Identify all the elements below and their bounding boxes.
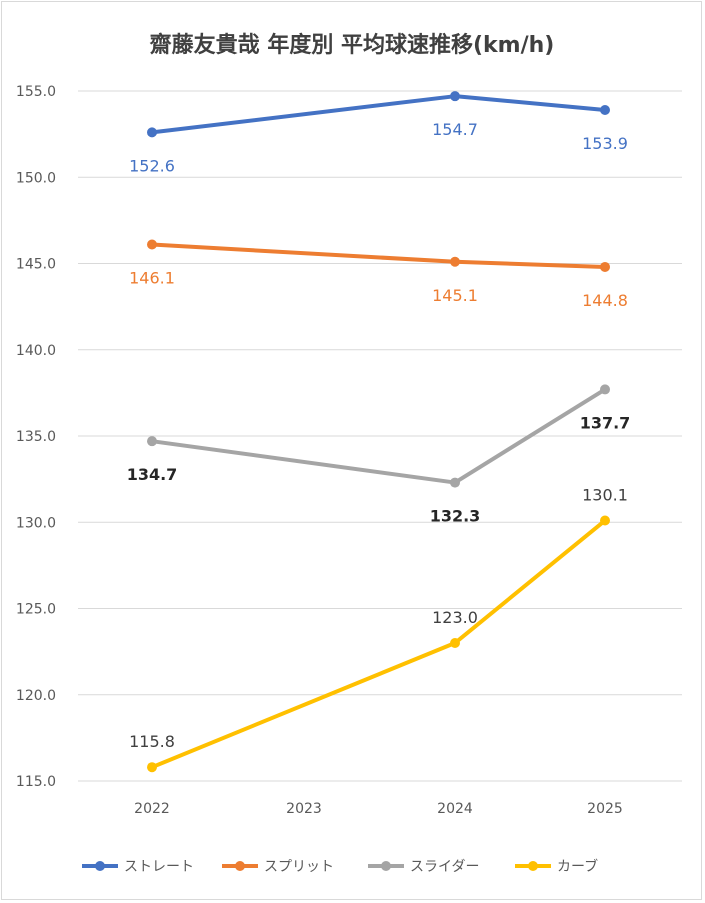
y-axis-ticks: 115.0 120.0 125.0 130.0 135.0 140.0 145.0 150.0…: [16, 84, 56, 790]
data-label: 132.3: [430, 507, 481, 526]
x-tick-label: 2024: [437, 801, 473, 817]
y-tick-label: 150.0: [16, 170, 56, 186]
data-point: [147, 239, 157, 250]
series-line: [150, 94, 607, 135]
data-label: 152.6: [129, 156, 175, 175]
legend-label: スライダー: [410, 859, 479, 875]
data-label: 115.8: [129, 732, 175, 751]
data-label: 145.1: [432, 286, 478, 305]
data-label: 123.0: [432, 608, 478, 627]
series-group: [147, 91, 610, 773]
data-point: [600, 261, 610, 272]
x-tick-label: 2022: [134, 801, 170, 817]
data-point: [450, 638, 460, 648]
y-tick-label: 120.0: [16, 688, 56, 704]
data-label: 146.1: [129, 269, 175, 288]
data-point: [450, 256, 460, 267]
series-line: [150, 518, 607, 770]
data-label: 153.9: [582, 134, 628, 153]
data-point: [600, 384, 610, 395]
legend-marker: [95, 861, 105, 871]
data-label: 137.7: [580, 413, 631, 432]
data-label: 144.8: [582, 291, 628, 310]
y-tick-label: 125.0: [16, 602, 56, 618]
chart-title: 齋藤友貴哉 年度別 平均球速推移(km/h): [150, 32, 555, 58]
data-point: [600, 104, 610, 115]
data-point: [147, 762, 157, 773]
data-point: [147, 436, 157, 447]
y-tick-label: 115.0: [16, 774, 56, 790]
legend: ストレート スプリット スライダー カーブ: [82, 858, 598, 875]
x-tick-label: 2025: [587, 801, 623, 817]
x-tick-label: 2023: [286, 801, 322, 817]
legend-label: カーブ: [557, 858, 598, 875]
data-point: [147, 127, 157, 138]
y-tick-label: 155.0: [16, 84, 56, 100]
data-point: [450, 477, 460, 488]
data-label: 130.1: [582, 486, 628, 505]
y-tick-label: 130.0: [16, 515, 56, 531]
data-point: [600, 515, 610, 526]
y-tick-label: 145.0: [16, 257, 56, 273]
data-labels: 152.6 154.7 153.9 146.1 145.1 144.8 134.7 132.3…: [127, 120, 631, 751]
x-axis-ticks: 2022 2023 2024 2025: [134, 801, 623, 817]
data-point: [450, 91, 460, 102]
legend-label: ストレート: [124, 859, 194, 875]
legend-marker: [235, 861, 245, 871]
legend-marker: [381, 861, 391, 871]
legend-label: スプリット: [264, 859, 334, 875]
y-tick-label: 140.0: [16, 343, 56, 359]
legend-marker: [528, 861, 538, 871]
y-tick-label: 135.0: [16, 429, 56, 445]
data-label: 154.7: [432, 120, 478, 139]
gridlines: [78, 90, 682, 782]
data-label: 134.7: [127, 465, 178, 484]
